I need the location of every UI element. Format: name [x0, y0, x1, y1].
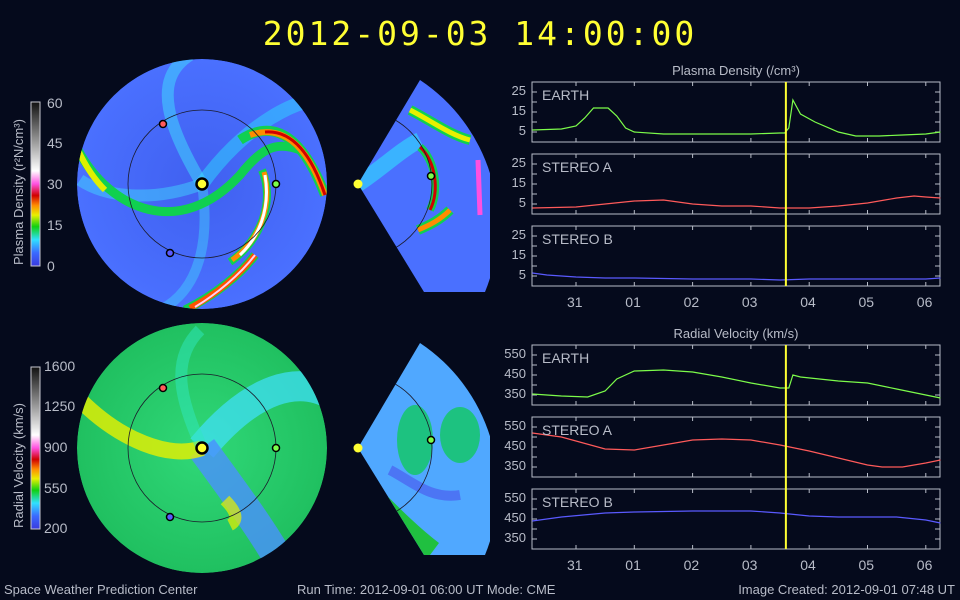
series-line	[532, 369, 941, 399]
chart-title: Radial Velocity (km/s)	[673, 326, 799, 341]
y-tick-label: 550	[504, 346, 526, 361]
plot-frame	[531, 81, 941, 143]
x-tick-label: 31	[567, 557, 583, 573]
y-tick-label: 25	[511, 83, 526, 98]
x-tick-label: 05	[858, 294, 875, 310]
chart-title: Plasma Density (/cm³)	[672, 63, 800, 78]
stereo-b-marker	[165, 248, 175, 258]
x-tick-label: 02	[683, 557, 700, 573]
series-line	[532, 272, 941, 281]
y-tick-label: 450	[504, 438, 526, 453]
earth-marker	[271, 443, 281, 453]
y-tick-label: 550	[504, 490, 526, 505]
panel-name-stereo-a: STEREO A	[542, 159, 613, 175]
x-tick-label: 04	[800, 294, 816, 310]
x-tick-label: 06	[916, 557, 933, 573]
y-tick-label: 550	[504, 418, 526, 433]
x-tick-label: 01	[625, 294, 641, 310]
panel-name-stereo-b: STEREO B	[542, 494, 613, 510]
timestamp-title: 2012-09-03 14:00:00	[262, 14, 698, 53]
sun-marker	[353, 179, 363, 189]
footer-org: Space Weather Prediction Center	[4, 582, 198, 597]
y-tick-label: 350	[504, 386, 526, 401]
panel-name-earth: EARTH	[542, 87, 590, 103]
stereo-a-marker	[158, 383, 168, 393]
stereo-b-marker	[165, 512, 175, 522]
panel-name-stereo-a: STEREO A	[542, 422, 613, 438]
series-line	[532, 510, 941, 524]
earth-marker	[271, 179, 281, 189]
velocity-tick: 900	[44, 439, 68, 455]
timeseries-plots	[531, 81, 941, 550]
footer-run-time: Run Time: 2012-09-01 06:00 UT Mode: CME	[297, 582, 556, 597]
sun-marker	[195, 177, 209, 191]
velocity-tick: 200	[44, 520, 68, 536]
x-tick-label: 03	[741, 557, 758, 573]
x-tick-label: 31	[567, 294, 583, 310]
sun-marker	[195, 441, 209, 455]
y-tick-label: 15	[511, 247, 526, 262]
footer-image-created: Image Created: 2012-09-01 07:48 UT	[738, 582, 955, 597]
velocity-tick: 1250	[44, 398, 76, 414]
density-tick: 60	[47, 95, 63, 111]
series-line	[532, 195, 941, 209]
velocity-tick: 1600	[44, 358, 76, 374]
x-tick-label: 03	[741, 294, 758, 310]
panel-name-earth: EARTH	[542, 350, 590, 366]
velocity-colorbar	[30, 366, 41, 530]
y-tick-label: 350	[504, 530, 526, 545]
x-tick-label: 02	[683, 294, 700, 310]
y-tick-label: 15	[511, 103, 526, 118]
y-tick-label: 25	[511, 227, 526, 242]
velocity-tick: 550	[44, 480, 68, 496]
plot-frame	[531, 344, 941, 406]
y-tick-label: 5	[518, 267, 526, 282]
x-tick-label: 05	[858, 557, 875, 573]
earth-marker	[426, 435, 436, 445]
y-tick-label: 25	[511, 155, 526, 170]
sun-marker	[353, 443, 363, 453]
series-line	[532, 432, 941, 468]
y-tick-label: 350	[504, 458, 526, 473]
y-tick-label: 450	[504, 366, 526, 381]
x-tick-label: 06	[916, 294, 933, 310]
earth-marker	[426, 171, 436, 181]
density-tick: 0	[47, 258, 55, 274]
x-tick-label: 01	[625, 557, 641, 573]
density-tick: 45	[47, 135, 63, 151]
y-tick-label: 450	[504, 510, 526, 525]
panel-name-stereo-b: STEREO B	[542, 231, 613, 247]
stereo-a-marker	[158, 119, 168, 129]
y-tick-label: 15	[511, 175, 526, 190]
x-tick-label: 04	[800, 557, 816, 573]
density-tick: 30	[47, 176, 63, 192]
y-tick-label: 5	[518, 123, 526, 138]
density-tick: 15	[47, 217, 63, 233]
series-line	[532, 98, 941, 137]
y-tick-label: 5	[518, 195, 526, 210]
density-colorbar	[30, 101, 41, 267]
